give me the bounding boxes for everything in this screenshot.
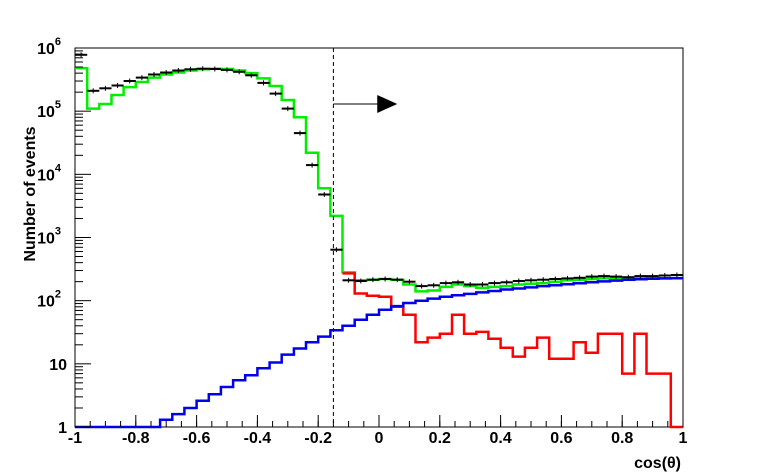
x-tick-label: 0.2	[429, 430, 451, 447]
y-tick-label: 102	[37, 289, 61, 311]
x-tick-label: 0.6	[550, 430, 572, 447]
x-axis-title: cos(θ)	[634, 455, 681, 472]
x-tick-label: -0.2	[304, 430, 332, 447]
x-tick-label: -0.4	[244, 430, 272, 447]
x-tick-label: 0.4	[489, 430, 511, 447]
y-tick-label: 104	[37, 162, 62, 184]
series-layer	[75, 52, 683, 429]
x-tick-label: -0.8	[122, 430, 150, 447]
y-tick-label: 105	[37, 99, 61, 121]
y-tick-label: 103	[37, 226, 61, 248]
y-tick-label: 106	[37, 36, 61, 58]
x-tick-label: 0.8	[611, 430, 633, 447]
series-2-line	[75, 276, 683, 429]
cut-arrow-head	[377, 94, 398, 113]
x-tick-label: -1	[68, 430, 82, 447]
x-tick-label: 1	[679, 430, 688, 447]
y-tick-label: 10	[49, 357, 67, 374]
x-tick-label: 0	[375, 430, 384, 447]
x-tick-label: -0.6	[183, 430, 211, 447]
y-axis-title: Number of events	[22, 126, 39, 261]
y-tick-label: 1	[58, 420, 67, 437]
